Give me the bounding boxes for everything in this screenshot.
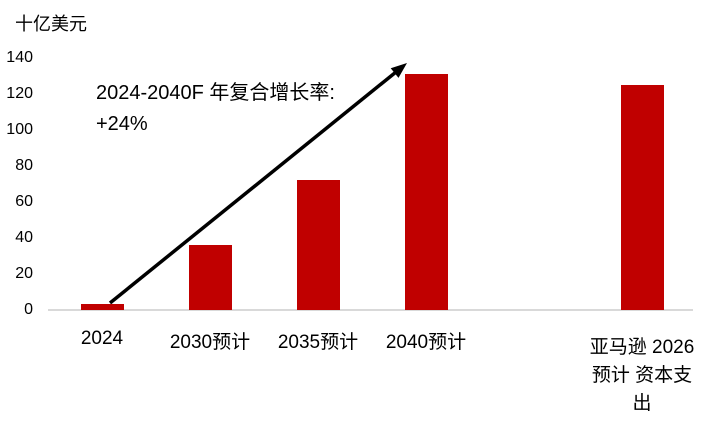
cagr-annotation-line1: 2024-2040F 年复合增长率: bbox=[96, 82, 335, 104]
bar-1 bbox=[80, 303, 124, 310]
bar-3 bbox=[296, 180, 340, 310]
x-category-label: 2035预计 bbox=[277, 332, 359, 353]
x-axis-line bbox=[48, 309, 693, 311]
y-tick-label: 80 bbox=[15, 157, 33, 174]
y-tick-label: 120 bbox=[6, 85, 33, 102]
y-axis-unit-label: 十亿美元 bbox=[15, 14, 87, 34]
y-tick-label: 40 bbox=[15, 229, 33, 246]
x-category-label: 亚马逊 2026 预计 资本支 出 bbox=[589, 337, 695, 414]
x-category-label: 2024 bbox=[80, 328, 124, 349]
y-tick-label: 20 bbox=[15, 265, 33, 282]
x-category-label: 2030预计 bbox=[169, 332, 251, 353]
y-tick-label: 100 bbox=[6, 121, 33, 138]
bar-4 bbox=[404, 74, 448, 310]
y-tick-label: 0 bbox=[24, 301, 33, 318]
cagr-annotation: 2024-2040F 年复合增长率: +24% bbox=[96, 78, 335, 140]
bar-5 bbox=[620, 85, 664, 310]
y-tick-label: 140 bbox=[6, 49, 33, 66]
y-tick-label: 60 bbox=[15, 193, 33, 210]
x-category-label: 2040预计 bbox=[385, 332, 467, 353]
cagr-annotation-line2: +24% bbox=[96, 113, 148, 135]
bar-2 bbox=[188, 245, 232, 310]
